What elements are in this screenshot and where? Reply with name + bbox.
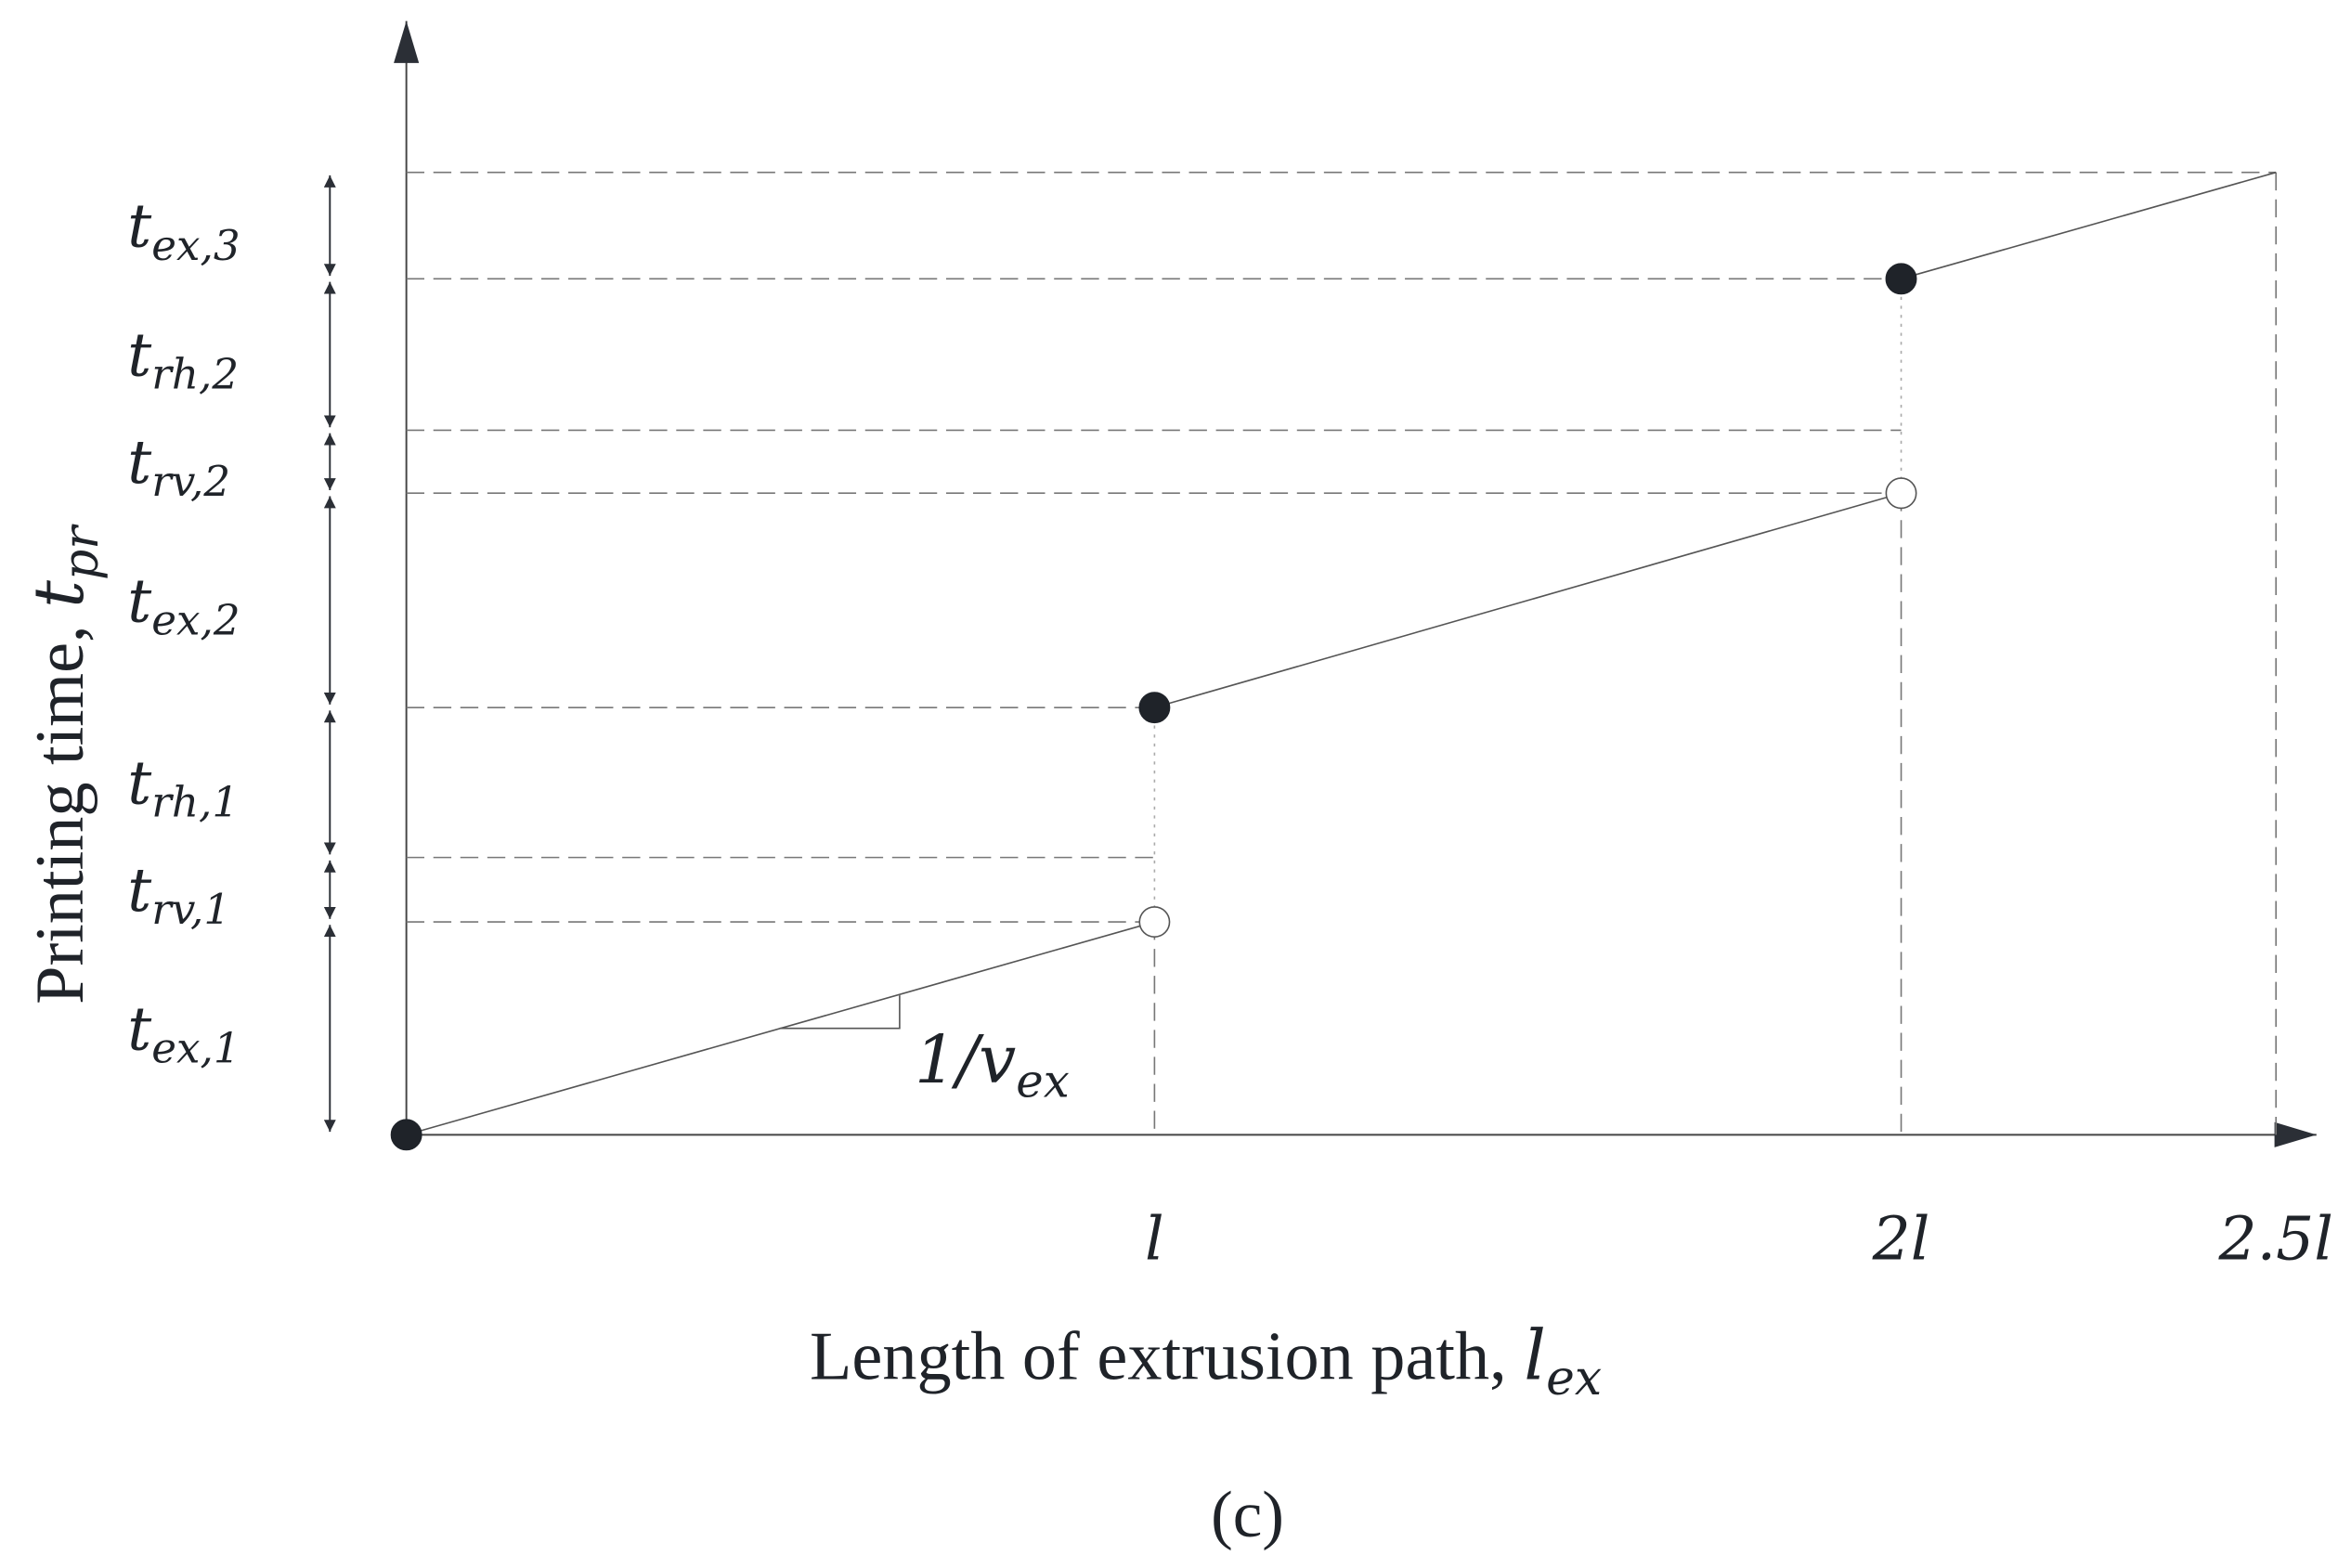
y-axis-label: Printing time, tpr bbox=[19, 524, 110, 1004]
segment-label: tex,1 bbox=[127, 994, 240, 1072]
text-part: ex,1 bbox=[151, 1024, 240, 1073]
text-part: t bbox=[127, 748, 152, 818]
text-part: t bbox=[127, 192, 152, 262]
time-lines bbox=[406, 171, 2277, 1136]
guides bbox=[406, 171, 2278, 1135]
x-tick-label: 2l bbox=[1872, 1204, 1930, 1274]
text-part: rh,1 bbox=[151, 778, 239, 827]
text-part: rh,2 bbox=[151, 350, 239, 399]
text-part: ex bbox=[1016, 1054, 1069, 1108]
text-part: pr bbox=[54, 524, 110, 580]
text-part: rv,1 bbox=[151, 885, 230, 934]
segment-label: trv,1 bbox=[127, 856, 230, 934]
point bbox=[1138, 692, 1171, 724]
segment-label: tex,2 bbox=[127, 566, 240, 644]
text-part: rv,2 bbox=[151, 457, 230, 506]
text-part: Length of extrusion path, bbox=[810, 1319, 1524, 1395]
layout bbox=[390, 20, 2317, 1151]
text-part: t bbox=[19, 580, 99, 608]
x-tick-label: 2.5l bbox=[2218, 1204, 2333, 1274]
x-tick-label: l bbox=[1145, 1204, 1164, 1274]
segment-label: tex,3 bbox=[127, 192, 240, 270]
open-point bbox=[1885, 477, 1917, 510]
point bbox=[1885, 263, 1917, 295]
text-part: ex,3 bbox=[151, 221, 240, 270]
text-part: Printing time, bbox=[22, 608, 98, 1004]
text-part: t bbox=[127, 428, 152, 498]
text-part: t bbox=[127, 320, 152, 390]
text-part: t bbox=[127, 856, 152, 926]
text-part: ex bbox=[1546, 1351, 1602, 1406]
text-part: ex,2 bbox=[151, 596, 240, 645]
segment-label: trv,2 bbox=[127, 428, 230, 506]
text-part: t bbox=[127, 994, 152, 1064]
text-part: v bbox=[979, 1021, 1016, 1098]
text-part: l bbox=[1524, 1315, 1546, 1396]
caption: (c) bbox=[1211, 1479, 1284, 1551]
segment-label: trh,2 bbox=[127, 320, 239, 398]
x-axis-label: Length of extrusion path, lex bbox=[810, 1315, 1602, 1406]
open-point bbox=[1138, 906, 1171, 939]
text-part: t bbox=[127, 566, 152, 636]
text-part: 1/ bbox=[915, 1021, 984, 1098]
segment-label: trh,1 bbox=[127, 748, 239, 826]
slope-label: 1/vex bbox=[915, 1021, 1070, 1108]
point bbox=[390, 1119, 422, 1151]
